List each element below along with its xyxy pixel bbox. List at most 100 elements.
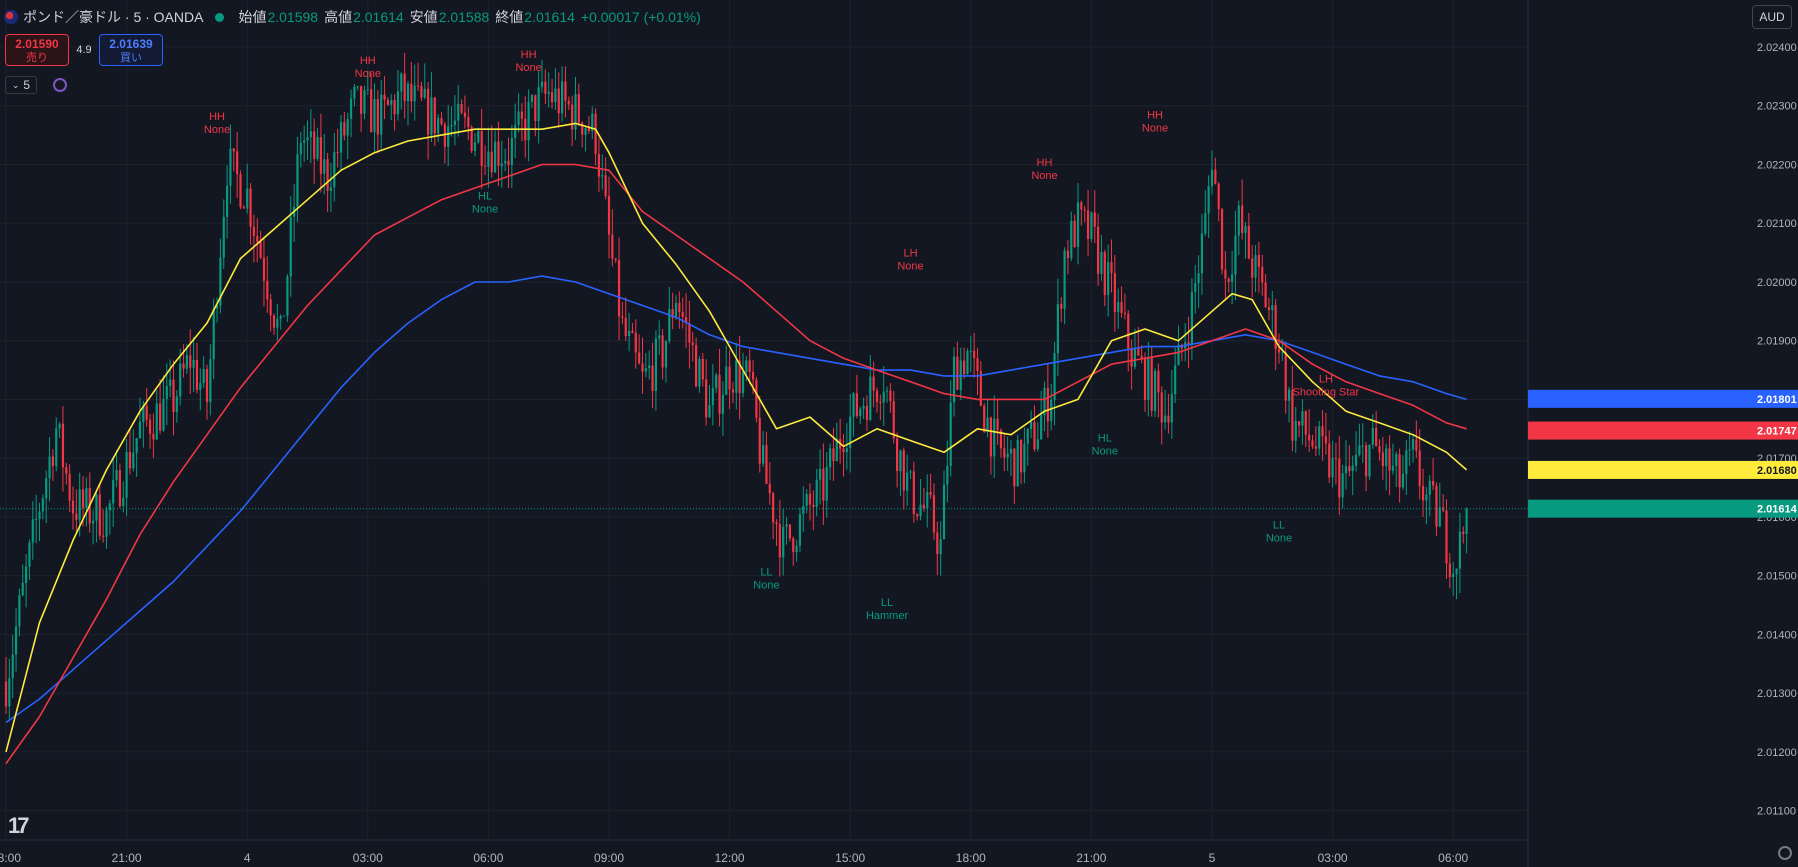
candle[interactable] [963, 360, 966, 375]
candle[interactable] [999, 430, 1003, 449]
candle[interactable] [71, 500, 75, 514]
candle[interactable] [1341, 473, 1344, 498]
candle[interactable] [1076, 202, 1080, 247]
candle[interactable] [1026, 429, 1029, 444]
candle[interactable] [922, 504, 925, 509]
candle[interactable] [788, 524, 791, 539]
candle[interactable] [745, 360, 748, 372]
candle[interactable] [75, 513, 78, 520]
candle[interactable] [135, 438, 138, 453]
candle[interactable] [1157, 370, 1160, 393]
candle[interactable] [1314, 446, 1317, 449]
candle[interactable] [1244, 226, 1247, 233]
candle[interactable] [1308, 434, 1311, 441]
candle[interactable] [1284, 352, 1287, 401]
candle[interactable] [1150, 357, 1153, 411]
candle[interactable] [728, 366, 731, 390]
candle[interactable] [1438, 507, 1441, 527]
candle[interactable] [152, 433, 155, 440]
candle[interactable] [872, 376, 875, 391]
tradingview-logo-icon[interactable]: 17 [8, 813, 30, 838]
candle[interactable] [189, 355, 192, 368]
interval-toggle[interactable]: ⌄ 5 [5, 76, 37, 94]
candle[interactable] [78, 489, 81, 520]
candle[interactable] [1086, 210, 1090, 239]
candle[interactable] [413, 85, 416, 102]
candle[interactable] [758, 417, 761, 464]
candle[interactable] [229, 148, 232, 186]
candle[interactable] [1170, 394, 1173, 423]
candle[interactable] [715, 374, 718, 389]
candle[interactable] [349, 98, 353, 119]
candle[interactable] [437, 117, 440, 134]
candle[interactable] [386, 99, 389, 105]
currency-button[interactable]: AUD [1752, 5, 1792, 29]
candle[interactable] [835, 438, 838, 462]
candle[interactable] [1197, 273, 1200, 284]
candle[interactable] [567, 100, 570, 105]
candle[interactable] [202, 368, 205, 384]
candle[interactable] [1053, 353, 1056, 400]
candle[interactable] [500, 163, 503, 167]
candle[interactable] [1060, 304, 1063, 309]
candle[interactable] [239, 174, 242, 208]
candle[interactable] [1016, 440, 1019, 487]
candle[interactable] [65, 467, 68, 474]
candle[interactable] [1391, 465, 1394, 471]
candle[interactable] [1036, 439, 1039, 450]
candle[interactable] [259, 241, 262, 258]
candle[interactable] [530, 95, 534, 102]
candle[interactable] [1207, 186, 1210, 214]
candle[interactable] [1113, 273, 1116, 312]
candle[interactable] [544, 81, 547, 94]
candle[interactable] [557, 88, 560, 114]
candle[interactable] [946, 465, 949, 485]
candle[interactable] [862, 405, 865, 409]
candle[interactable] [1046, 387, 1049, 422]
candle[interactable] [1455, 568, 1458, 574]
candle[interactable] [1271, 305, 1274, 311]
candle[interactable] [969, 350, 972, 352]
candle[interactable] [483, 165, 487, 167]
candle[interactable] [269, 299, 272, 316]
candle[interactable] [768, 483, 771, 494]
candle[interactable] [1217, 183, 1220, 210]
candle[interactable] [822, 468, 825, 501]
candle[interactable] [236, 151, 239, 175]
candle[interactable] [172, 379, 175, 413]
candle[interactable] [1070, 220, 1073, 259]
candle[interactable] [929, 492, 932, 496]
candle[interactable] [577, 94, 580, 123]
candle[interactable] [1003, 448, 1006, 458]
candle[interactable] [1160, 392, 1163, 423]
candle[interactable] [869, 376, 872, 420]
candle[interactable] [825, 467, 828, 501]
candle[interactable] [952, 356, 956, 403]
candle[interactable] [329, 187, 333, 191]
candle[interactable] [805, 493, 808, 507]
candle[interactable] [1462, 531, 1465, 535]
candle[interactable] [81, 489, 85, 508]
candle[interactable] [1019, 440, 1023, 473]
candle[interactable] [765, 445, 768, 484]
candle[interactable] [165, 386, 168, 399]
candle[interactable] [772, 493, 775, 523]
candle[interactable] [480, 131, 483, 166]
candle[interactable] [112, 480, 115, 504]
candle[interactable] [1398, 454, 1401, 488]
candle[interactable] [1425, 494, 1428, 501]
candle[interactable] [581, 122, 584, 135]
candle[interactable] [1123, 312, 1126, 314]
candle[interactable] [1030, 422, 1033, 430]
candle[interactable] [309, 131, 312, 138]
candle[interactable] [289, 216, 292, 277]
candle[interactable] [1298, 421, 1301, 426]
candle[interactable] [215, 305, 219, 309]
candle[interactable] [1147, 357, 1150, 400]
candle[interactable] [1294, 421, 1297, 441]
candle[interactable] [973, 350, 976, 359]
candle[interactable] [1056, 304, 1059, 354]
candle[interactable] [1066, 250, 1070, 259]
candle[interactable] [252, 226, 255, 237]
candle[interactable] [885, 390, 889, 392]
